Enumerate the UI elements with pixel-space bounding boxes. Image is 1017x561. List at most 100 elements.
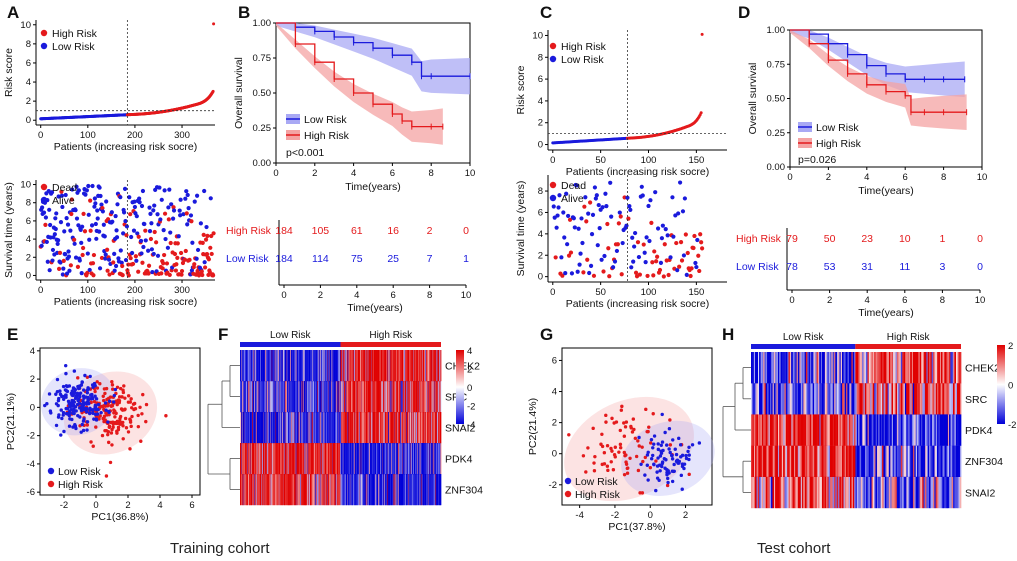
F_heat-cell [388, 474, 390, 506]
F_heat-cell [340, 381, 342, 413]
A_surv-point [61, 258, 66, 263]
F_heat-cell [264, 443, 266, 475]
H_heat-cell [756, 383, 759, 415]
F_heat-cell [326, 412, 328, 444]
F_heat-cell [423, 412, 425, 444]
H_heat-cell [888, 414, 891, 446]
H_heat-cell [796, 383, 799, 415]
F_heat-cell [244, 474, 246, 506]
F_heat-cell [249, 412, 251, 444]
H_heat-cell [912, 414, 915, 446]
F_heat-cell [333, 412, 335, 444]
C_surv-point [637, 272, 642, 277]
H_heat-cell [927, 414, 930, 446]
C_surv-point [683, 232, 688, 237]
F_heat-cell [347, 443, 348, 475]
F_heat-cell [243, 474, 245, 506]
H_heat-cell [924, 352, 927, 384]
A_surv-point [188, 213, 194, 218]
E_pca-point-high [126, 430, 131, 434]
H_heat-cell [801, 414, 804, 446]
H_heat-cell [811, 445, 813, 477]
F_heat-cell [333, 443, 335, 475]
H_heat-cell [923, 476, 926, 509]
F_heat-cell [266, 381, 268, 413]
B_table-cell: 105 [312, 225, 330, 237]
H_heat-cell [835, 383, 837, 415]
A_surv-point [142, 221, 147, 227]
F_heat-cell [316, 474, 318, 506]
C_surv-ytick-label: 4 [538, 229, 543, 240]
F_heat-cell [258, 350, 260, 382]
F_heat-cell [264, 474, 265, 506]
F_heat-cell [433, 350, 435, 382]
H_heat-cell [891, 383, 894, 415]
F_heat-cell [375, 443, 377, 475]
F_heat-cell [414, 443, 416, 475]
B_km-ytick-label: 0.00 [253, 158, 272, 169]
A_surv-point [120, 263, 125, 269]
H_heat-cell [884, 445, 887, 477]
F_heat-cell [344, 474, 346, 506]
F_heat-cell [425, 412, 427, 444]
C_risk-legend-dot-high [549, 42, 557, 50]
F_heat-cell [286, 474, 288, 506]
C_surv-point [593, 196, 598, 201]
H_heat-cell [858, 476, 860, 509]
E_pca-point-high [108, 460, 113, 465]
E_pca-point-high [101, 404, 105, 408]
H_heat-cell [903, 445, 906, 477]
C_surv-point [681, 253, 687, 258]
F_heat-cell [436, 443, 438, 475]
F_heat-cell [330, 474, 332, 506]
H_heat-cell [907, 445, 910, 477]
C_surv-point [599, 257, 604, 262]
A_surv-legend-dot-dead [40, 183, 48, 191]
H_heat-cell [795, 414, 797, 446]
H_heat-cell [811, 352, 813, 384]
F_heat-cell [381, 474, 383, 506]
H_heat-cell [819, 414, 821, 446]
F_heat-cell [310, 412, 312, 444]
F_heat-cell [369, 412, 371, 444]
F_heat-cell [245, 381, 247, 413]
F_heat-cell [348, 350, 350, 382]
H_heat-cell [788, 352, 791, 384]
D_table-cell: 31 [861, 261, 873, 273]
F_heat-cell [390, 474, 392, 506]
F_heat-cell [294, 381, 296, 413]
F_heat-cell [414, 381, 416, 413]
F_heat-cell [291, 443, 293, 475]
F_heat-cell [278, 381, 280, 413]
F_heat-cell [373, 381, 375, 413]
A_surv-point [103, 252, 108, 257]
F_heat-cell [343, 350, 345, 382]
F_heat-cell [347, 443, 349, 475]
F_heat-cell [380, 381, 382, 413]
F_heat-cell [419, 474, 421, 506]
H_heat-cell [829, 414, 832, 446]
F_heat-cell [285, 443, 287, 475]
F_heat-cell [312, 381, 314, 413]
C_surv-xtick-label: 100 [641, 287, 657, 298]
C_risk-legend-dot-low [549, 55, 557, 63]
F_heat-cell [406, 443, 407, 475]
H_heat-cell [938, 414, 940, 446]
H_heat-cell [775, 383, 777, 415]
F_heat-cell [407, 443, 409, 475]
C_risk-xtick-label: 100 [641, 155, 657, 166]
H_heat-cell [759, 352, 761, 384]
H_heat-cell [919, 414, 922, 446]
H_heat-cell [784, 383, 787, 415]
H_heat-group-bar-high [855, 344, 961, 349]
C_surv-point [590, 212, 596, 217]
E_pca-point-low [75, 395, 79, 399]
F_heat-cell [306, 443, 307, 475]
F_heat-cell [412, 474, 414, 506]
A_surv-point [183, 248, 188, 254]
F_heat-cell [406, 474, 408, 506]
H_heat-cell [783, 352, 785, 384]
A_surv-point [136, 269, 141, 274]
F_heat-cell [272, 350, 274, 382]
F_heat-cell [286, 412, 288, 444]
